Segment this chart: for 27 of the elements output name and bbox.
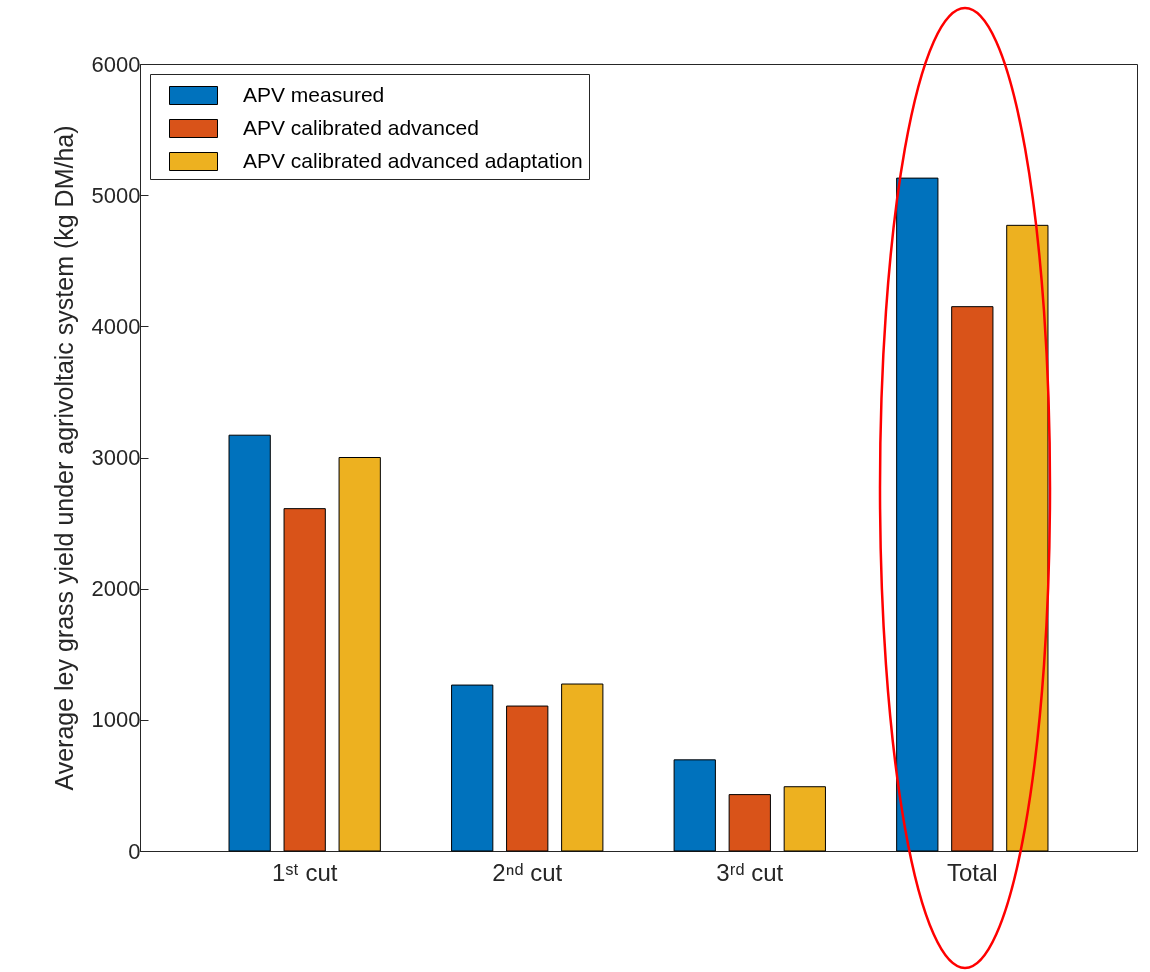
bar xyxy=(951,306,994,852)
y-tick-label: 4000 xyxy=(91,313,141,339)
bar xyxy=(783,786,826,852)
x-tick-label: Total xyxy=(946,858,998,886)
y-tick-label: 0 xyxy=(128,838,141,864)
bar xyxy=(506,705,549,852)
y-tick-label: 6000 xyxy=(91,51,141,77)
bar xyxy=(561,683,604,852)
x-tick-label: 3ʳᵈ cut xyxy=(716,858,784,886)
bar xyxy=(728,794,771,852)
y-tick-label: 5000 xyxy=(91,182,141,208)
bar xyxy=(283,508,326,852)
x-tick-label: 2ⁿᵈ cut xyxy=(492,858,563,886)
bar xyxy=(1006,224,1049,852)
y-axis-title: Average ley grass yield under agrivoltaic system (kg DM/ha) xyxy=(49,125,78,791)
y-tick-label: 3000 xyxy=(91,445,141,470)
y-tick-label: 1000 xyxy=(91,707,141,733)
bar xyxy=(896,177,939,852)
legend-label: APV measured xyxy=(243,82,385,106)
legend-label: APV calibrated advanced xyxy=(243,115,479,139)
bar xyxy=(673,759,716,852)
bar xyxy=(338,457,381,852)
bar xyxy=(228,434,271,852)
bar xyxy=(451,684,494,852)
x-tick-label: 1ˢᵗ cut xyxy=(271,858,338,886)
y-tick-label: 2000 xyxy=(91,576,141,602)
legend-label: APV calibrated advanced adaptation xyxy=(243,148,583,172)
